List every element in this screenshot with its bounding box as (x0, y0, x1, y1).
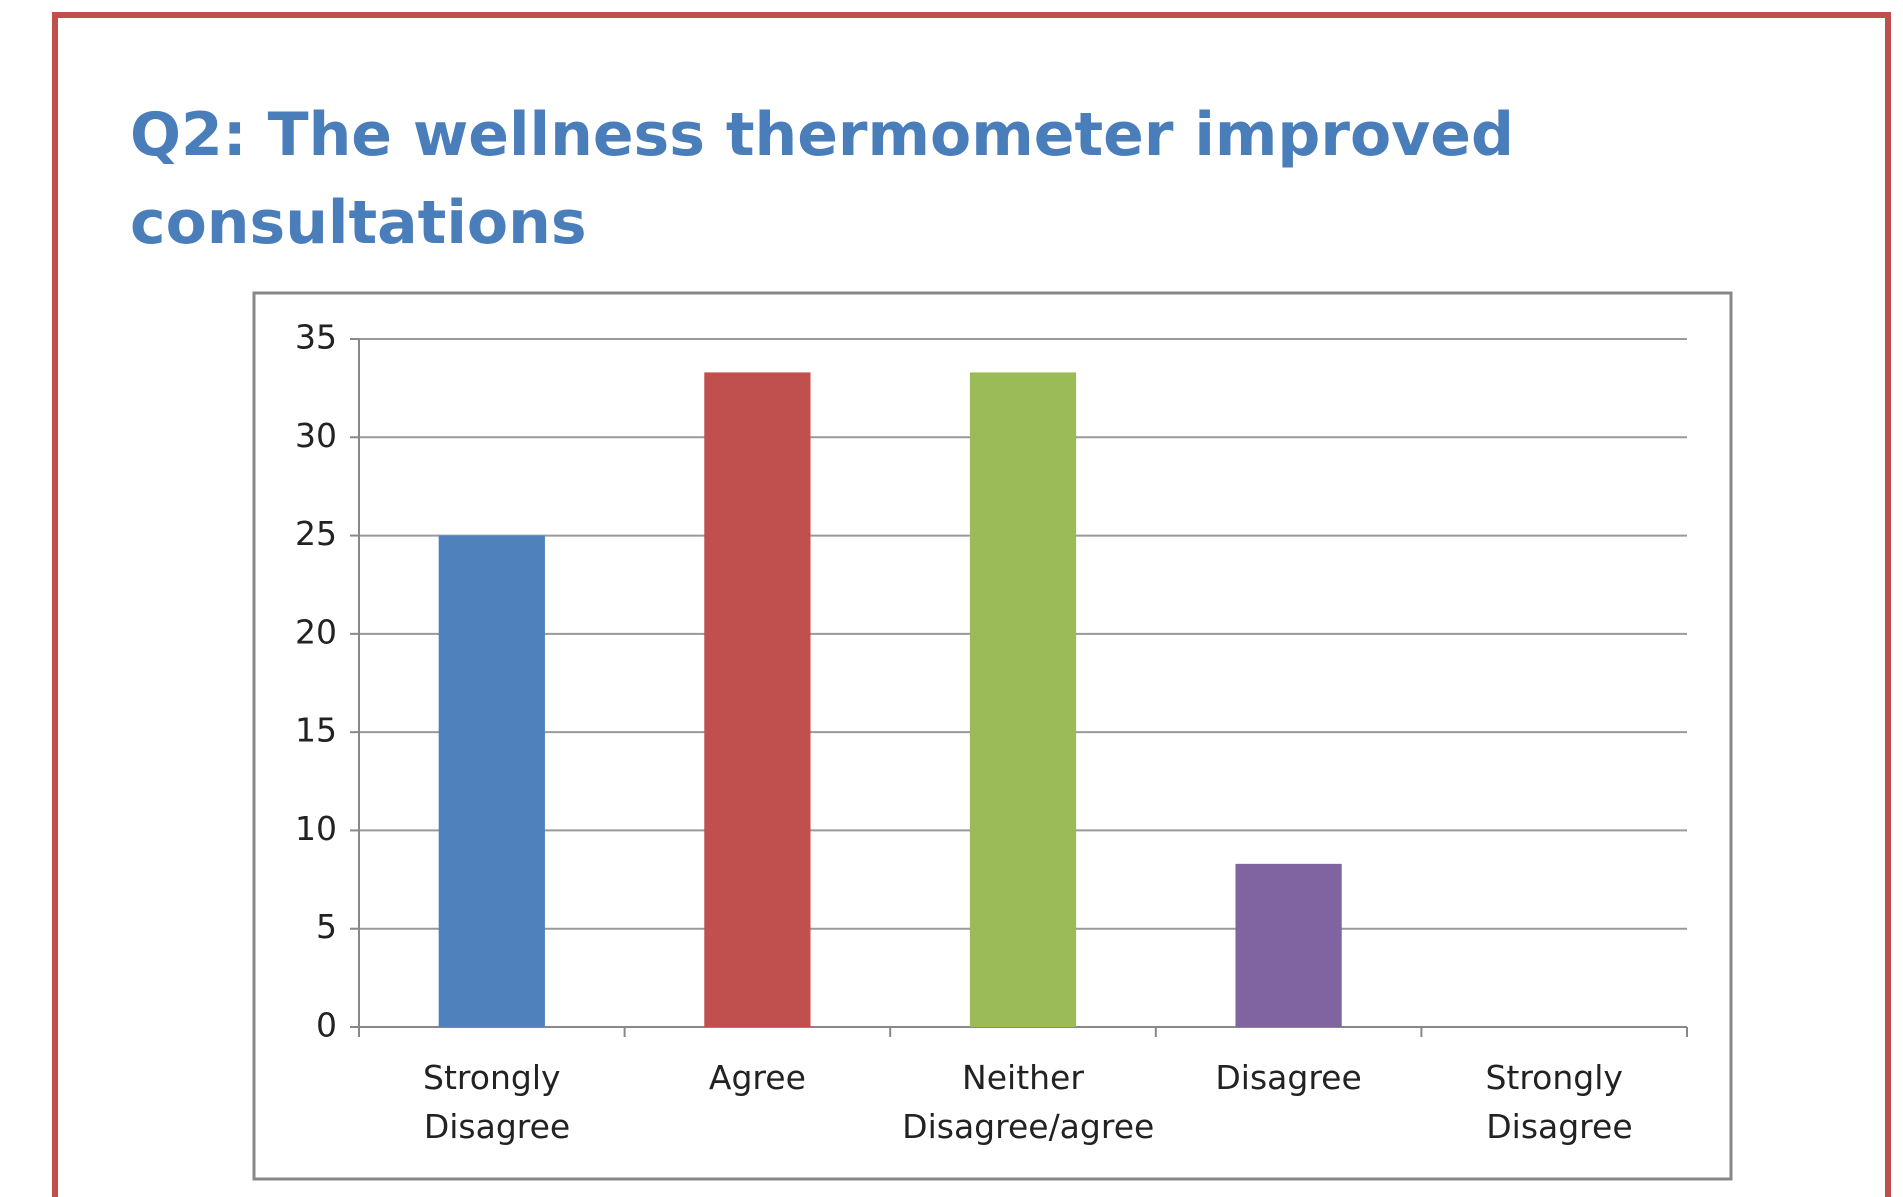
y-tick-label: 5 (316, 907, 337, 946)
y-tick-label: 15 (295, 711, 337, 750)
slide-border (52, 12, 1891, 1197)
y-tick-label: 30 (295, 416, 337, 455)
y-tick-label: 35 (295, 318, 337, 357)
y-tick-label: 25 (295, 514, 337, 553)
bar (438, 535, 545, 1027)
bar (969, 372, 1077, 1028)
x-tick-label: Disagree (1215, 1058, 1361, 1097)
bar (704, 372, 811, 1028)
x-tick-label: Strongly Disagree (413, 1058, 570, 1146)
chart-title: Q2: The wellness thermometer improved (130, 100, 1514, 170)
x-tick-label: Agree (709, 1058, 806, 1097)
x-tick-label: Neither Disagree/agree (892, 1058, 1155, 1146)
x-tick-label: Strongly Disagree (1476, 1058, 1633, 1146)
bar (1235, 863, 1342, 1027)
y-tick-label: 0 (316, 1006, 337, 1045)
y-tick-label: 20 (295, 612, 337, 651)
chart-title: consultations (130, 188, 587, 258)
y-tick-label: 10 (295, 809, 337, 848)
